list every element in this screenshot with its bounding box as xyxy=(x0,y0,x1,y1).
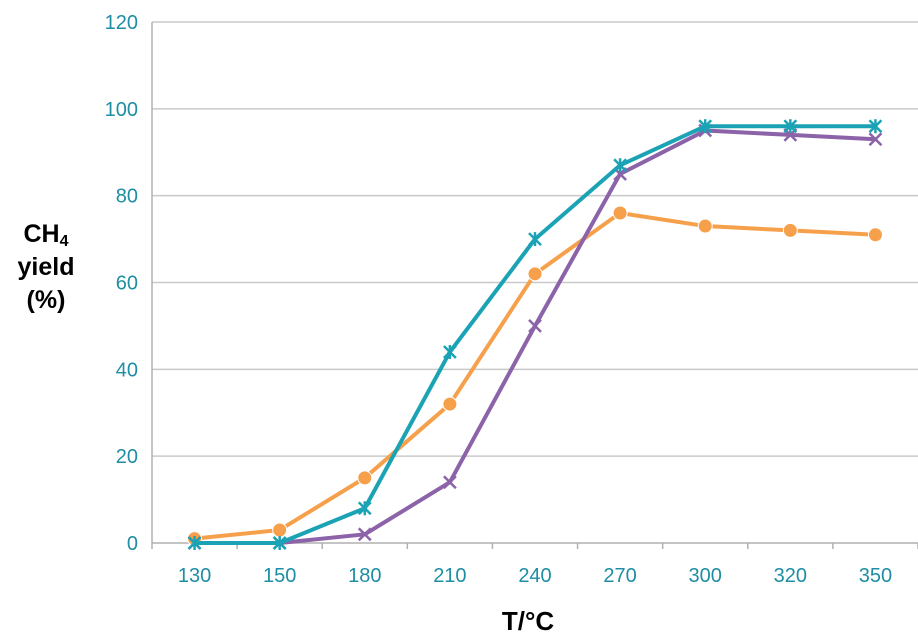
y-axis-label-line2: yield xyxy=(17,253,75,281)
x-axis-label: T/°C xyxy=(501,606,555,636)
data-point xyxy=(528,232,542,247)
y-axis-label-line3: (%) xyxy=(26,286,66,314)
y-axis-label-subscript: 4 xyxy=(59,233,69,250)
data-point xyxy=(357,470,373,486)
data-point xyxy=(613,158,627,173)
y-tick-label: 120 xyxy=(105,12,138,34)
y-tick-label: 60 xyxy=(116,273,138,295)
data-point xyxy=(357,501,372,516)
data-point-stroke xyxy=(443,475,457,490)
data-point xyxy=(698,119,713,134)
data-point-stroke xyxy=(357,527,372,542)
x-tick-label: 180 xyxy=(348,565,381,587)
y-tick-label: 0 xyxy=(127,533,138,555)
x-tick-label: 300 xyxy=(689,565,722,587)
y-axis-label: CH4 yield (%) xyxy=(2,218,90,317)
data-point xyxy=(868,132,883,147)
x-tick-label: 210 xyxy=(433,565,466,587)
data-point xyxy=(783,119,798,134)
data-point xyxy=(528,319,542,333)
data-point xyxy=(868,119,883,134)
y-tick-label: 20 xyxy=(116,446,138,468)
data-point xyxy=(697,218,713,234)
x-tick-label: 270 xyxy=(603,565,636,587)
y-tick-label: 40 xyxy=(116,359,138,381)
y-axis-label-main: CH xyxy=(23,220,60,248)
series-line xyxy=(192,128,878,545)
y-tick-label: 80 xyxy=(116,186,138,208)
data-point xyxy=(442,396,458,412)
series-line xyxy=(192,211,878,541)
data-point xyxy=(357,527,372,542)
data-point xyxy=(443,475,457,490)
data-point xyxy=(272,536,287,550)
x-tick-label: 150 xyxy=(263,565,296,587)
x-tick-label: 240 xyxy=(518,565,551,587)
data-point xyxy=(867,227,883,243)
y-tick-label: 100 xyxy=(105,99,138,121)
data-point xyxy=(782,222,798,238)
data-point xyxy=(187,536,202,550)
data-point xyxy=(527,266,543,282)
x-tick-label: 350 xyxy=(859,565,892,587)
x-tick-label: 130 xyxy=(178,565,211,587)
data-point xyxy=(612,205,628,221)
data-point-stroke xyxy=(528,319,542,333)
data-point xyxy=(272,522,288,538)
data-point-stroke xyxy=(868,132,883,147)
x-tick-label: 320 xyxy=(774,565,807,587)
series-line xyxy=(192,124,878,545)
data-point xyxy=(443,344,457,359)
